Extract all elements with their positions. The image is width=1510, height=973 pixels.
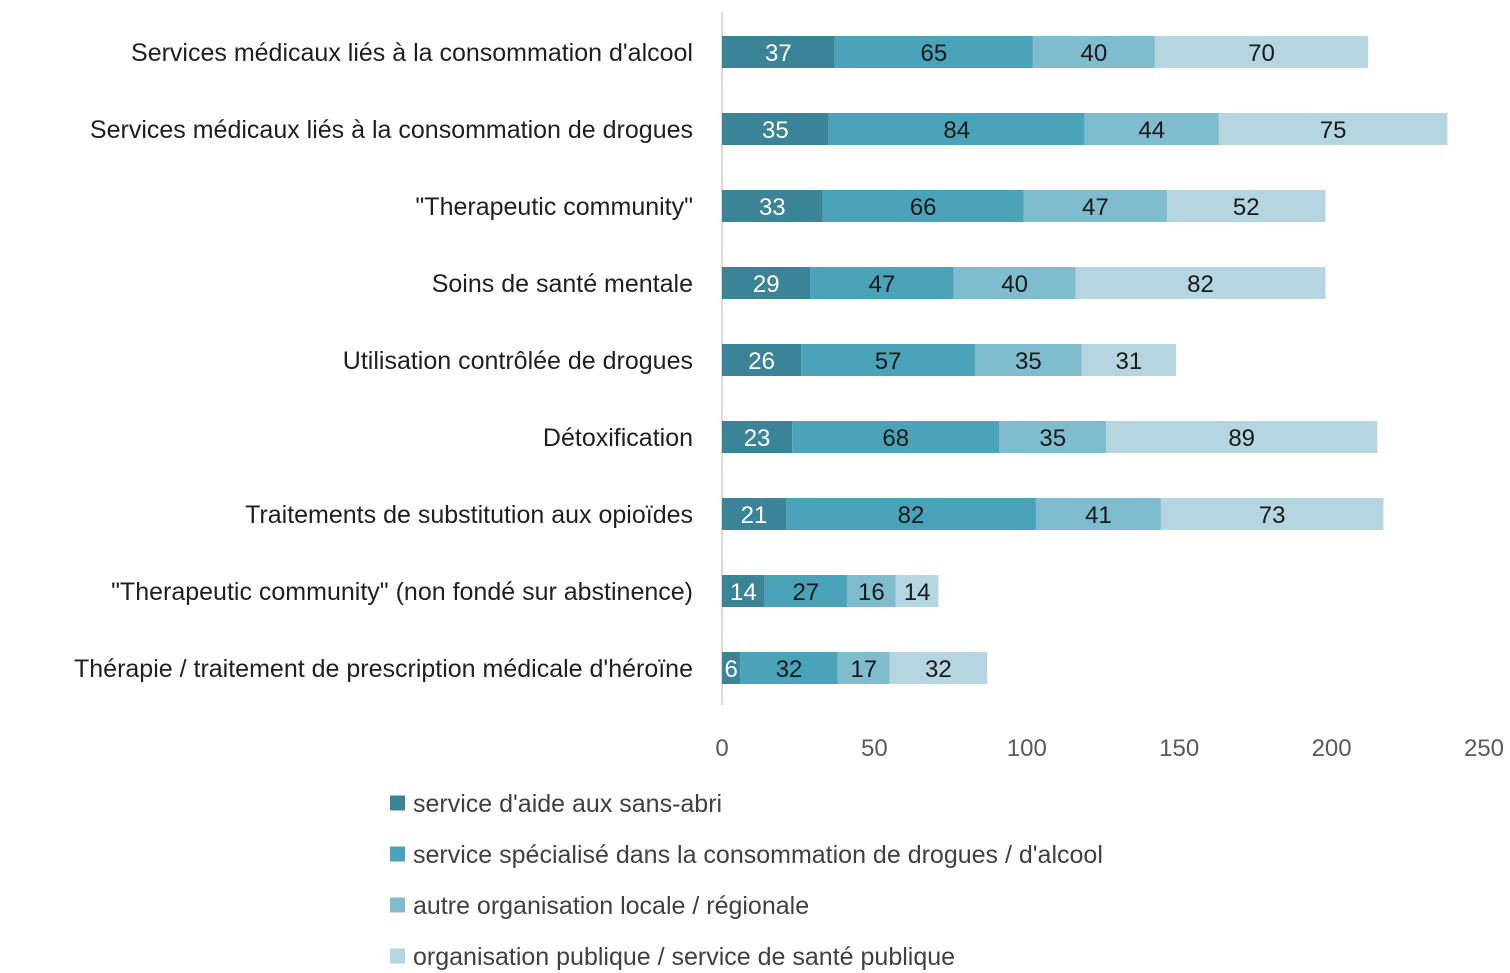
category-label: Détoxification [543,424,693,452]
bar-segment [1218,113,1448,145]
category-label: Utilisation contrôlée de drogues [343,347,693,375]
data-label: 75 [1320,117,1347,144]
legend-label: service spécialisé dans la consommation … [413,841,1103,869]
bar-segment [953,267,1076,299]
data-label: 44 [1138,117,1165,144]
data-label: 70 [1248,40,1275,67]
bar-segment [889,652,988,684]
data-label: 23 [744,425,771,452]
bar-segment [1032,36,1155,68]
bar-segment [837,652,890,684]
data-label: 52 [1233,194,1260,221]
bar-segment [722,421,793,453]
x-tick-label: 50 [861,735,888,762]
bar-segment [740,652,838,684]
data-label: 35 [1015,348,1042,375]
data-label: 33 [759,194,786,221]
bar-segment [822,190,1024,222]
bar-segment [1035,498,1161,530]
x-tick-label: 250 [1464,735,1504,762]
category-label: Services médicaux liés à la consommation… [90,116,693,144]
data-label: 29 [753,271,780,298]
data-label: 40 [1081,40,1108,67]
data-label: 16 [858,579,885,606]
bar-segment [895,575,939,607]
bar-segment [834,36,1033,68]
data-label: 35 [762,117,789,144]
bar-segment [1081,344,1177,376]
bar-segment [1167,190,1326,222]
bar-segment [764,575,847,607]
data-label: 73 [1259,502,1286,529]
bar-segment [1075,267,1326,299]
data-label: 35 [1039,425,1066,452]
bar-segment [722,652,741,684]
bar-segment [722,267,811,299]
data-label: 6 [724,656,737,683]
bar-segment [722,498,787,530]
bar-segment [1023,190,1168,222]
data-label: 89 [1228,425,1255,452]
data-label: 14 [730,579,757,606]
bar-segment [792,421,1000,453]
legend-swatch [390,897,405,913]
legend-label: organisation publique / service de santé… [413,943,955,971]
bar-segment [846,575,896,607]
data-label: 14 [904,579,931,606]
category-label: "Therapeutic community" [415,193,693,221]
bar-segment [810,267,954,299]
data-label: 27 [792,579,819,606]
data-label: 17 [850,656,877,683]
data-label: 66 [910,194,937,221]
category-label: "Therapeutic community" (non fondé sur a… [111,578,693,606]
data-label: 32 [776,656,803,683]
bar-segment [722,113,829,145]
data-label: 26 [748,348,775,375]
category-label: Thérapie / traitement de prescription mé… [74,655,693,683]
bar-segment [722,575,765,607]
data-label: 47 [869,271,896,298]
bar-segment [722,36,835,68]
bar-segment [801,344,975,376]
bar-segment [1084,113,1219,145]
category-label: Services médicaux liés à la consommation… [131,39,693,67]
x-tick-label: 0 [715,735,728,762]
bar-segment [1106,421,1378,453]
data-label: 68 [882,425,909,452]
bar-segment [722,344,802,376]
legend-swatch [390,948,405,964]
data-label: 65 [920,40,947,67]
x-tick-label: 100 [1007,735,1047,762]
data-label: 41 [1085,502,1112,529]
data-label: 31 [1116,348,1143,375]
data-label: 32 [925,656,952,683]
data-label: 82 [898,502,925,529]
bar-segment [828,113,1085,145]
data-label: 21 [741,502,768,529]
data-label: 57 [875,348,902,375]
bar-segment [722,190,823,222]
x-tick-label: 200 [1312,735,1352,762]
bar-segment [999,421,1107,453]
data-label: 82 [1187,271,1214,298]
x-tick-label: 150 [1159,735,1199,762]
bar-segment [1154,36,1369,68]
legend-swatch [390,846,405,862]
bar-segment [1160,498,1384,530]
category-label: Traitements de substitution aux opioïdes [245,501,693,529]
data-label: 40 [1001,271,1028,298]
bar-segment [786,498,1036,530]
bar-segment [974,344,1082,376]
data-label: 37 [765,40,792,67]
category-label: Soins de santé mentale [432,270,693,298]
legend-swatch [390,795,405,811]
data-label: 84 [943,117,970,144]
data-label: 47 [1082,194,1109,221]
legend-label: service d'aide aux sans-abri [413,790,722,818]
legend-label: autre organisation locale / régionale [413,892,809,920]
